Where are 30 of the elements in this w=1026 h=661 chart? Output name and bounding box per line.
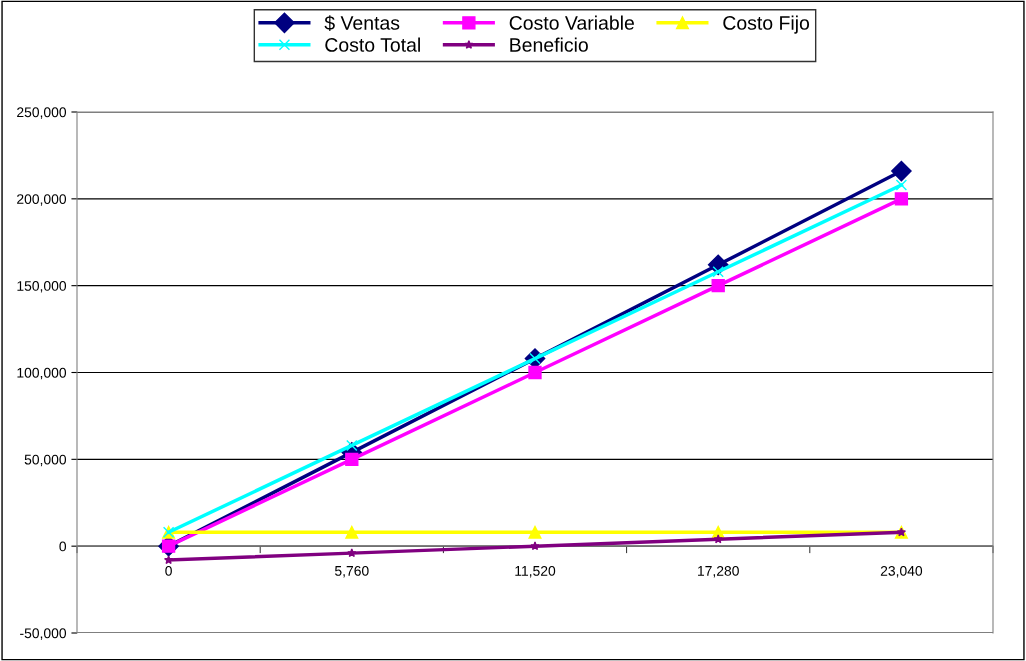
point <box>347 548 357 558</box>
point <box>713 534 723 544</box>
y-tick-label: 50,000 <box>24 454 67 467</box>
point <box>345 452 359 467</box>
y-tick-label: 0 <box>59 541 67 552</box>
point <box>894 192 909 206</box>
legend-label: Beneficio <box>510 37 588 52</box>
y-tick-label: 150,000 <box>17 281 67 293</box>
legend-label: $ Ventas <box>324 15 400 31</box>
point <box>530 541 540 551</box>
y-tick-label: 250,000 <box>17 107 67 119</box>
x-tick-label: 0 <box>165 565 172 576</box>
x-tick-label: 23,040 <box>880 565 923 578</box>
legend-label: Costo Variable <box>509 15 634 30</box>
point <box>528 365 542 380</box>
legend-label: Costo Fijo <box>723 15 810 34</box>
x-tick-label: 11,520 <box>515 565 556 578</box>
point <box>163 555 174 565</box>
point <box>712 266 724 278</box>
y-tick-label: 200,000 <box>17 194 67 206</box>
point <box>711 278 725 293</box>
point <box>345 525 359 539</box>
point <box>528 525 542 539</box>
y-tick-label: -50,000 <box>20 628 67 640</box>
point <box>891 160 912 182</box>
point <box>895 179 908 191</box>
y-tick-label: 100,000 <box>17 367 67 380</box>
x-tick-label: 17,280 <box>698 565 739 578</box>
x-tick-label: 5,760 <box>334 565 369 578</box>
legend-label: Costo Total <box>325 37 420 52</box>
